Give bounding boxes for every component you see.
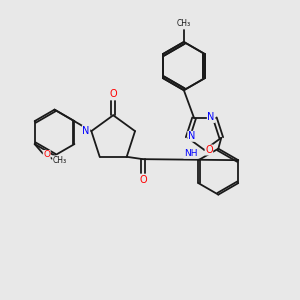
Text: N: N <box>207 112 215 122</box>
Text: O: O <box>139 175 147 185</box>
Text: NH: NH <box>184 149 197 158</box>
Text: CH₃: CH₃ <box>52 156 67 165</box>
Text: CH₃: CH₃ <box>177 19 191 28</box>
Text: N: N <box>188 131 195 141</box>
Text: O: O <box>43 151 50 160</box>
Text: O: O <box>205 145 213 155</box>
Text: N: N <box>82 125 90 136</box>
Text: O: O <box>110 89 117 99</box>
